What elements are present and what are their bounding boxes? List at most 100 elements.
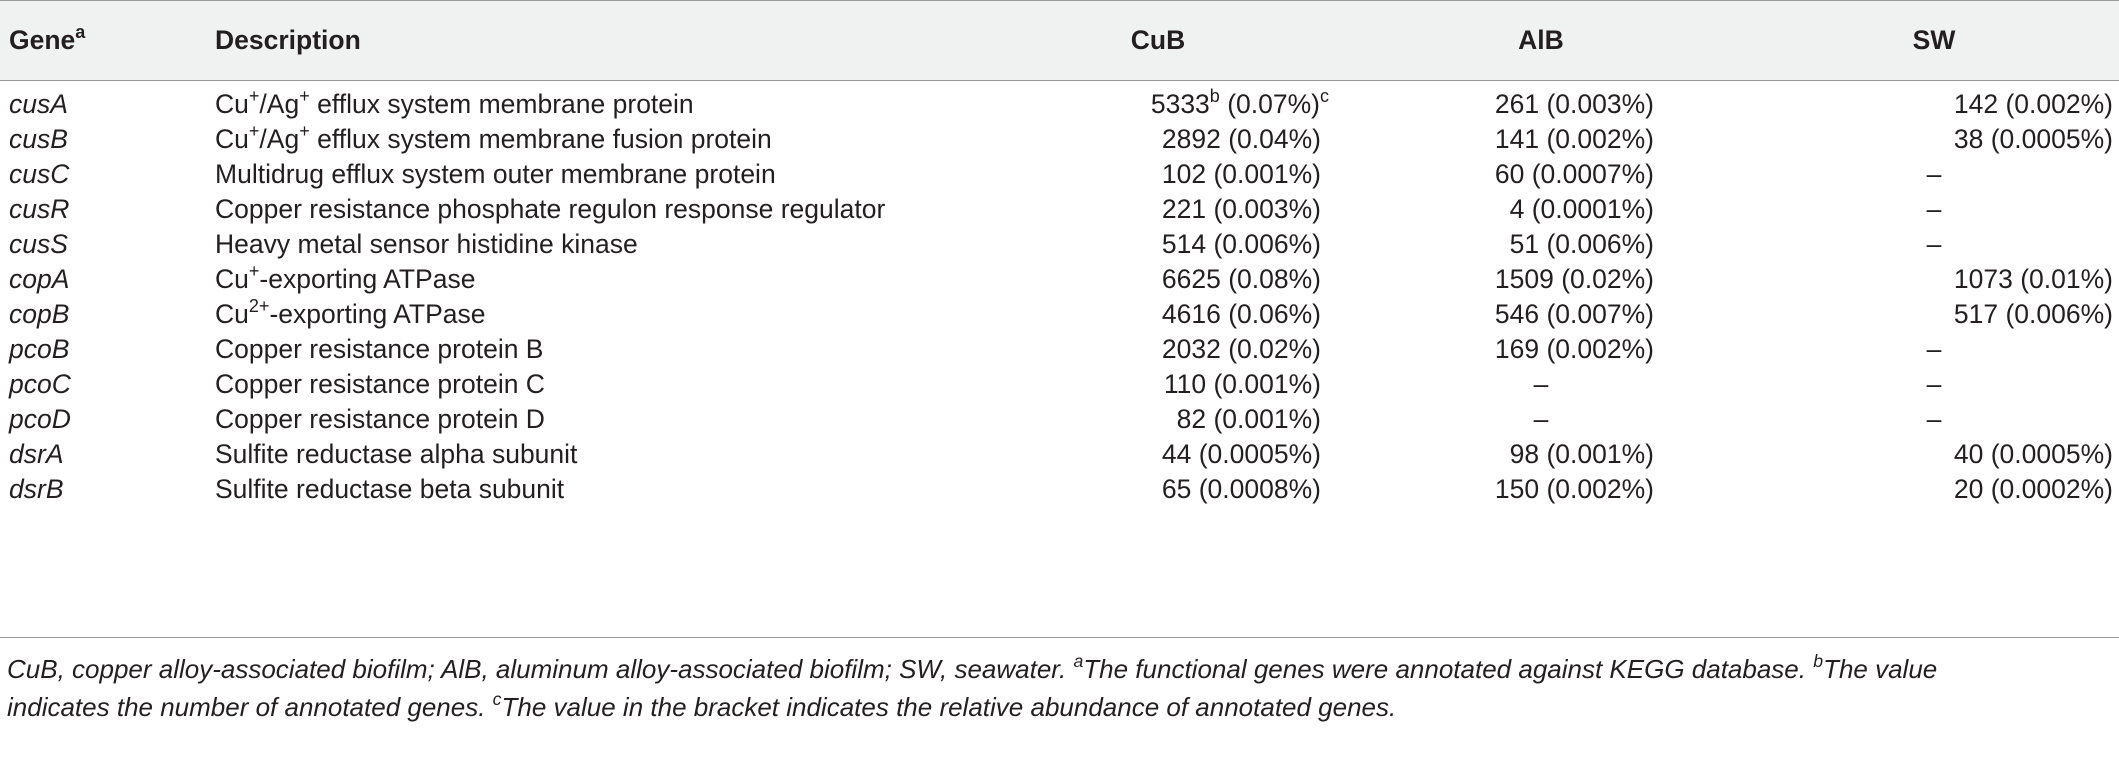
gene-cell: cusB	[9, 124, 68, 154]
cub-value-cell: 102 (0.001%)	[1161, 159, 1321, 189]
description-text: Cu	[215, 124, 249, 154]
description-cell: Copper resistance phosphate regulon resp…	[215, 194, 886, 224]
gene-cell: cusA	[9, 89, 68, 119]
table-row: pcoB Copper resistance protein B 2032 (0.0…	[0, 332, 2119, 367]
sw-value-cell: –	[1926, 229, 1942, 259]
gene-cell: pcoD	[9, 404, 71, 434]
header-description: Description	[213, 0, 983, 81]
header-gene: Genea	[0, 0, 213, 81]
table-row: copA Cu+-exporting ATPase 6625 (0.08%) 1509…	[0, 262, 2119, 297]
table-body: cusA Cu+/Ag+ efflux system membrane prote…	[0, 81, 2119, 508]
cub-value-cell: 221 (0.003%)	[1161, 194, 1321, 224]
cub-count: 5333	[1150, 89, 1210, 119]
cub-value-cell: 65 (0.0008%)	[1161, 474, 1321, 504]
table-row: cusA Cu+/Ag+ efflux system membrane prote…	[0, 81, 2119, 123]
sw-value-cell: 517 (0.006%)	[1953, 299, 2113, 329]
gene-cell: pcoC	[9, 369, 71, 399]
charge-superscript: +	[248, 85, 260, 106]
alb-value-cell: 169 (0.002%)	[1494, 334, 1654, 364]
alb-value-cell: –	[1533, 404, 1549, 434]
cub-value-cell: 2032 (0.02%)	[1161, 334, 1321, 364]
alb-value-cell: 546 (0.007%)	[1494, 299, 1654, 329]
description-cell: Multidrug efflux system outer membrane p…	[215, 159, 776, 189]
footnote-b-text-2: indicates the number of annotated genes.	[7, 692, 493, 722]
cub-value-cell: 514 (0.006%)	[1161, 229, 1321, 259]
description-cell: Sulfite reductase beta subunit	[215, 474, 565, 504]
footnote-mark-c-inline: c	[1319, 85, 1329, 106]
alb-value-cell: 150 (0.002%)	[1494, 474, 1654, 504]
gene-cell: dsrB	[9, 474, 64, 504]
cub-value-cell: 4616 (0.06%)	[1161, 299, 1321, 329]
table-row: pcoC Copper resistance protein C 110 (0.00…	[0, 367, 2119, 402]
gene-abundance-table: Genea Description CuB AlB SW cusA Cu+/Ag+…	[0, 0, 2119, 508]
footnote-mark-b: b	[1813, 651, 1824, 672]
charge-superscript: +	[248, 120, 260, 141]
description-text: efflux system membrane protein	[309, 89, 694, 119]
footnote-mark-c: c	[492, 689, 502, 710]
footnote-c-text: The value in the bracket indicates the r…	[501, 692, 1397, 722]
description-text: /Ag	[259, 124, 300, 154]
description-text: Cu	[215, 89, 249, 119]
header-sw: SW	[1749, 0, 2119, 81]
table-row: cusB Cu+/Ag+ efflux system membrane fusio…	[0, 122, 2119, 157]
cub-value-cell: 2892 (0.04%)	[1161, 124, 1321, 154]
alb-value-cell: 51 (0.006%)	[1509, 229, 1654, 259]
description-cell: Cu+/Ag+ efflux system membrane fusion pr…	[213, 122, 983, 157]
gene-cell: pcoB	[9, 334, 70, 364]
header-gene-label: Gene	[9, 25, 76, 55]
gene-cell: dsrA	[9, 439, 64, 469]
sw-value-cell: 142 (0.002%)	[1953, 89, 2113, 119]
description-cell: Cu+-exporting ATPase	[213, 262, 983, 297]
table-row: copB Cu2+-exporting ATPase 4616 (0.06%) 546…	[0, 297, 2119, 332]
footnote-b-text-1: The value	[1823, 654, 1938, 684]
description-text: -exporting ATPase	[259, 264, 476, 294]
gene-table-container: Genea Description CuB AlB SW cusA Cu+/Ag+…	[0, 0, 2119, 508]
alb-value-cell: 1509 (0.02%)	[1494, 264, 1654, 294]
table-row: cusS Heavy metal sensor histidine kinase 5…	[0, 227, 2119, 262]
header-gene-footnote-mark: a	[75, 21, 86, 42]
description-text: Cu	[215, 264, 249, 294]
description-cell: Copper resistance protein B	[215, 334, 544, 364]
charge-superscript: +	[248, 260, 260, 281]
table-row: pcoD Copper resistance protein D 82 (0.001…	[0, 402, 2119, 437]
cub-value-cell: 44 (0.0005%)	[1161, 439, 1321, 469]
footnote-mark-b-inline: b	[1209, 85, 1220, 106]
sw-value-cell: –	[1926, 159, 1942, 189]
description-cell: Heavy metal sensor histidine kinase	[215, 229, 638, 259]
cub-value-cell: 110 (0.001%)	[1163, 369, 1321, 399]
charge-superscript: +	[299, 85, 310, 106]
description-text: efflux system membrane fusion protein	[309, 124, 772, 154]
footnote-a-text: The functional genes were annotated agai…	[1083, 654, 1814, 684]
alb-value-cell: 141 (0.002%)	[1494, 124, 1654, 154]
gene-cell: copA	[9, 264, 70, 294]
header-alb: AlB	[1333, 0, 1749, 81]
footnote-abbreviations: CuB, copper alloy-associated biofilm; Al…	[7, 654, 1074, 684]
table-footnote: CuB, copper alloy-associated biofilm; Al…	[0, 637, 2119, 726]
sw-value-cell: 20 (0.0002%)	[1953, 474, 2113, 504]
alb-value-cell: 98 (0.001%)	[1509, 439, 1654, 469]
table-header-row: Genea Description CuB AlB SW	[0, 0, 2119, 81]
description-cell: Cu2+-exporting ATPase	[213, 297, 983, 332]
table-row: dsrB Sulfite reductase beta subunit 65 (0.…	[0, 472, 2119, 507]
footnote-mark-a: a	[1073, 651, 1084, 672]
alb-value-cell: 60 (0.0007%)	[1494, 159, 1654, 189]
description-cell: Copper resistance protein C	[215, 369, 545, 399]
description-cell: Copper resistance protein D	[215, 404, 545, 434]
cub-value-cell: 82 (0.001%)	[1176, 404, 1321, 434]
table-row: cusC Multidrug efflux system outer membra…	[0, 157, 2119, 192]
table-row: cusR Copper resistance phosphate regulon …	[0, 192, 2119, 227]
cub-value-cell: 6625 (0.08%)	[1161, 264, 1321, 294]
gene-cell: cusC	[9, 159, 70, 189]
sw-value-cell: 1073 (0.01%)	[1953, 264, 2113, 294]
sw-value-cell: –	[1926, 404, 1942, 434]
sw-value-cell: –	[1926, 194, 1942, 224]
header-cub: CuB	[983, 0, 1333, 81]
description-cell: Sulfite reductase alpha subunit	[215, 439, 578, 469]
sw-value-cell: 38 (0.0005%)	[1953, 124, 2113, 154]
alb-value-cell: 4 (0.0001%)	[1509, 194, 1654, 224]
description-text: -exporting ATPase	[269, 299, 486, 329]
cub-percent: (0.07%)	[1219, 89, 1320, 119]
charge-superscript: +	[299, 120, 310, 141]
sw-value-cell: –	[1926, 334, 1942, 364]
description-cell: Cu+/Ag+ efflux system membrane protein	[213, 81, 983, 123]
